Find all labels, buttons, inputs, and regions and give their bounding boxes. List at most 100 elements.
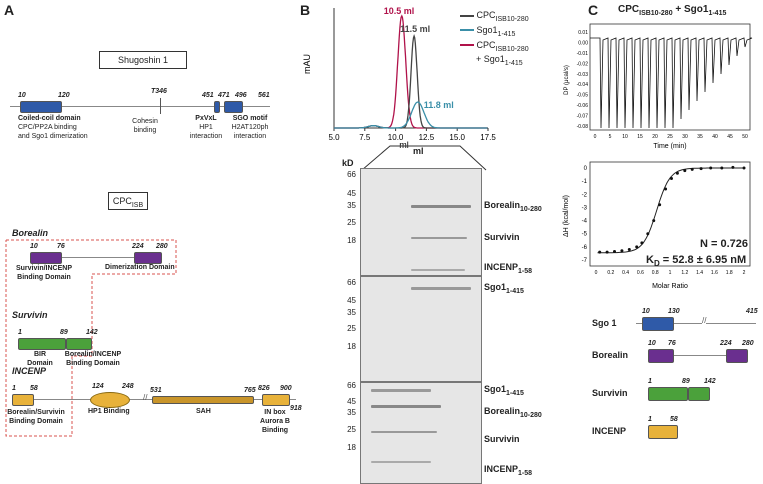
iso-ytick-label: -3 <box>582 205 588 211</box>
gel3-incenp-text: INCENP <box>484 464 519 474</box>
itc-ytick-label: 0.00 <box>578 40 588 46</box>
gel3-incenp-sub: 1-58 <box>518 469 533 477</box>
borealin-backbone <box>30 257 162 258</box>
sur-d1-label: BIR Domain <box>20 350 60 368</box>
sgo1-num-451: 451 <box>202 92 214 99</box>
iso-point <box>627 247 631 251</box>
inc-sah-label: SAH <box>196 408 211 415</box>
bor-dom2-label: Dimerization Domain <box>105 264 175 271</box>
sec-xtick-label: 10.0 <box>388 133 404 142</box>
gel1-band-borealin <box>411 205 471 208</box>
itc-ytick-label: -0.05 <box>577 93 589 99</box>
survivin-label: Survivin <box>12 310 48 320</box>
itc-trace-line <box>590 37 753 129</box>
gel1-band-incenp <box>411 269 465 271</box>
sur-num-1: 1 <box>18 329 22 336</box>
sec-legend: CPCISB10-280 Sgo11-415 CPCISB10-280 + Sg… <box>460 10 529 69</box>
iso-xtick-label: 0 <box>595 270 598 276</box>
borealin-label: Borealin <box>12 228 49 238</box>
gel3-label-incenp: INCENP1-58 <box>484 464 532 477</box>
gel2-sgo-text: Sgo1 <box>484 282 507 292</box>
cohesin-line-1: Cohesin <box>132 118 158 125</box>
itc-title-sub1: ISB10-280 <box>639 10 673 17</box>
iso-ytick-label: -6 <box>582 245 588 251</box>
iso-yticks: 0 -1 -2 -3 -4 -5 -6 -7 <box>582 166 588 264</box>
itc-xtick-label: 20 <box>652 134 658 140</box>
sur-num-89: 89 <box>60 329 68 336</box>
construct-incenp-n1: 1 <box>648 416 652 423</box>
shugoshin-title: Shugoshin 1 <box>117 55 169 65</box>
gel2-marker-25: 25 <box>347 324 356 333</box>
itc-title: CPCISB10-280 + Sgo11-415 <box>618 4 726 17</box>
peak-label-teal: 11.8 ml <box>424 100 454 110</box>
itc-xtick-label: 15 <box>637 134 643 140</box>
construct-borealin-domain-1 <box>648 349 674 363</box>
iso-point <box>731 165 735 169</box>
iso-xtick-label: 1 <box>669 270 672 276</box>
iso-point <box>690 167 694 171</box>
legend-1a: CPC <box>476 10 496 20</box>
itc-ytick-label: -0.07 <box>577 114 589 120</box>
inc-in-line-3: Binding <box>261 427 289 434</box>
gel3-marker-66: 66 <box>347 381 356 390</box>
construct-sgo1-backbone <box>636 323 756 324</box>
gel1-band-survivin <box>411 237 467 239</box>
construct-survivin-n1: 1 <box>648 378 652 385</box>
inc-num-248: 248 <box>122 383 134 390</box>
iso-point <box>635 245 639 249</box>
construct-survivin-n2: 89 <box>682 378 690 385</box>
legend-item-sgo: Sgo11-415 <box>460 25 529 40</box>
construct-borealin-n3: 224 <box>720 340 732 347</box>
gel1-borealin-sub: 10-280 <box>520 205 542 213</box>
survivin-binding-domain <box>66 338 92 350</box>
gel3-label-survivin: Survivin <box>484 434 520 444</box>
itc-xtick-label: 5 <box>609 134 612 140</box>
legend-3b: ISB10-280 <box>495 45 529 53</box>
gel2-marker-35: 35 <box>347 308 356 317</box>
sgo1-num-10: 10 <box>18 92 26 99</box>
sec-series-line <box>334 101 488 129</box>
legend-3c: + Sgo1 <box>476 54 505 65</box>
gel3-band-borealin <box>371 405 441 408</box>
gel-1 <box>360 168 482 276</box>
sgo1-coiled-label: Coiled-coil domain CPC/PP2A binding and … <box>18 114 88 141</box>
construct-borealin-n1: 10 <box>648 340 656 347</box>
itc-ytick-label: 0.01 <box>578 30 588 36</box>
itc-xtick-label: 10 <box>622 134 628 140</box>
peak-label-dark: 11.5 ml <box>400 24 430 34</box>
itc-ytick-label: -0.01 <box>577 51 589 57</box>
gel3-borealin-text: Borealin <box>484 406 521 416</box>
bor-dom1-line-2: Binding Domain <box>17 274 71 281</box>
coiled-desc-2: and Sgo1 dimerization <box>18 133 88 140</box>
legend-2a: Sgo1 <box>476 24 498 35</box>
panel-b-letter: B <box>300 2 311 18</box>
gel2-marker-45: 45 <box>347 296 356 305</box>
gel-ml-label: ml <box>413 146 424 156</box>
iso-point <box>709 166 713 170</box>
iso-ylabel: ΔH (kcal/mol) <box>563 195 570 237</box>
sgo-motif-line-3: interaction <box>233 133 267 140</box>
gel-kd-label: kD <box>342 158 354 168</box>
kd-value: = 52.8 ± 6.95 nM <box>659 254 747 266</box>
iso-xtick-label: 1.2 <box>681 270 688 276</box>
gel3-label-sgo: Sgo11-415 <box>484 384 524 397</box>
iso-point <box>699 167 703 171</box>
legend-item-complex-2: + Sgo11-415 <box>460 54 529 69</box>
itc-n-value: N = 0.726 <box>700 238 749 250</box>
iso-point <box>613 249 616 253</box>
iso-point <box>605 250 609 254</box>
gel3-band-survivin <box>371 431 437 433</box>
construct-borealin-n2: 76 <box>668 340 676 347</box>
sec-xtick-label: 5.0 <box>328 133 340 142</box>
legend-2b: 1-415 <box>497 30 516 38</box>
bor-num-76: 76 <box>57 243 65 250</box>
sgo1-sgo-motif-domain <box>224 101 243 113</box>
legend-swatch-red <box>460 44 474 47</box>
construct-survivin-domain-2 <box>688 387 710 401</box>
survivin-bir-domain <box>18 338 66 350</box>
itc-xtick-label: 50 <box>742 134 748 140</box>
sgo1-num-346: T346 <box>151 88 167 95</box>
gel1-marker-66: 66 <box>347 170 356 179</box>
itc-ytick-label: -0.03 <box>577 72 589 78</box>
incenp-bbd-domain <box>12 394 34 406</box>
